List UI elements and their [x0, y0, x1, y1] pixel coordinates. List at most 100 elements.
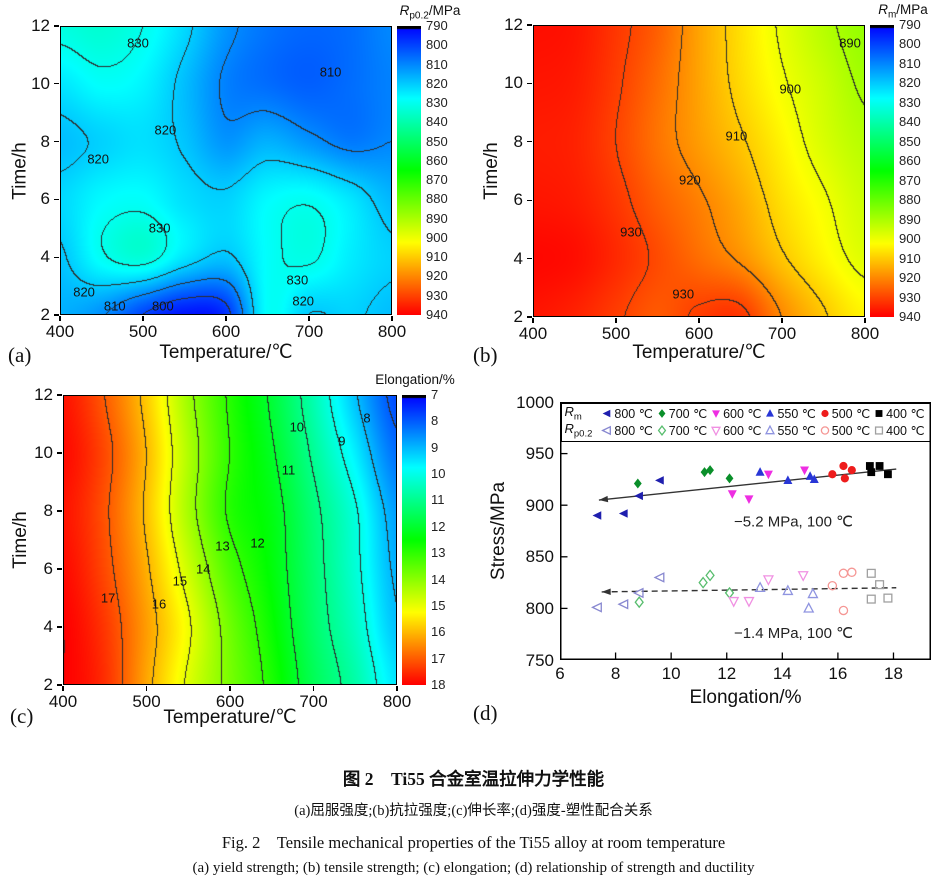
marker-tri-up [782, 584, 794, 596]
marker-square [866, 568, 876, 578]
marker-tri-up [783, 475, 793, 485]
marker-tri-down [744, 495, 754, 505]
trend-arrowhead [601, 588, 611, 595]
legend-marker-tri-down [711, 426, 722, 437]
marker-tri-down [743, 596, 755, 608]
x-tick [145, 686, 148, 691]
contour-label: 14 [196, 561, 211, 577]
x-tick [59, 316, 61, 321]
marker-square [875, 462, 884, 470]
legend-marker-square [875, 409, 883, 417]
legend-marker-tri-up [765, 424, 776, 435]
colorbar-tick-label: 8 [431, 413, 439, 429]
x-tick-label: 18 [884, 664, 903, 683]
x-tick-label: 16 [828, 664, 848, 683]
y-axis-title-b: Time/h [481, 142, 502, 200]
legend-item: 600 ℃ [709, 406, 763, 421]
x-tick-label: 700 [294, 322, 324, 341]
marker-diamond [658, 408, 666, 418]
y-tick-label: 12 [34, 385, 53, 404]
x-tick [229, 686, 231, 691]
marker-tri-up [765, 424, 776, 435]
marker-tri-left [592, 511, 602, 520]
y-tick-label: 4 [40, 247, 50, 267]
y-tick [57, 568, 62, 570]
y-tick-label: 900 [525, 495, 554, 515]
colorbar-tick-label: 860 [899, 153, 921, 169]
marker-diamond [700, 467, 709, 478]
x-tick-label: 800 [382, 692, 412, 711]
caption-zh-subtitle: (a)屈服强度;(b)抗拉强度;(c)伸长率;(d)强度-塑性配合关系 [294, 803, 653, 819]
marker-diamond [706, 465, 714, 476]
marker-square [865, 462, 874, 470]
marker-circle [840, 474, 849, 483]
y-tick [54, 140, 59, 143]
colorbar-tick-label: 850 [899, 133, 921, 149]
x-tick-label: 400 [48, 692, 78, 711]
x-tick-label: 8 [610, 664, 621, 683]
y-tick-label: 950 [525, 444, 554, 464]
contour-label: 820 [292, 293, 315, 309]
legend-item: 500 ℃ [818, 406, 872, 421]
marker-circle [821, 409, 829, 417]
colorbar-tick-label: 900 [426, 229, 448, 245]
marker-circle [828, 470, 837, 479]
y-axis-title-a: Time/h [9, 142, 31, 200]
marker-tri-left [617, 598, 629, 610]
marker-tri-down [763, 470, 773, 480]
trend-line-2 [601, 587, 897, 593]
marker-tri-up [809, 474, 819, 483]
contour-label: 830 [286, 272, 309, 288]
legend-item: 800 ℃ [600, 423, 654, 438]
trend-arrowhead [598, 495, 609, 503]
marker-diamond [725, 473, 734, 484]
contour-label: 820 [154, 122, 177, 138]
contour-label: 920 [679, 172, 701, 188]
colorbar-tick-label: 17 [431, 650, 446, 666]
colorbar-tick-label: 890 [426, 210, 448, 226]
y-tick [54, 314, 59, 316]
panel-label-b: (b) [473, 343, 498, 367]
marker-tri-left [591, 602, 602, 613]
contour-plot-b [533, 25, 865, 317]
panel-label-c: (c) [10, 704, 34, 728]
marker-square [883, 593, 893, 603]
colorbar-tick-label: 820 [426, 75, 448, 91]
y-tick [57, 394, 62, 396]
x-tick [864, 318, 866, 323]
y-axis-title-c: Time/h [10, 511, 31, 569]
marker-tri-left [655, 476, 664, 485]
legend-item: 500 ℃ [818, 423, 872, 438]
x-tick [62, 686, 64, 691]
y-tick [54, 256, 59, 258]
y-tick [527, 199, 532, 201]
y-tick [54, 83, 59, 85]
marker-diamond [633, 478, 642, 489]
contour-label: 17 [100, 590, 116, 606]
marker-tri-down [728, 596, 740, 608]
legend-item-label: 550 ℃ [777, 406, 816, 421]
marker-square [875, 426, 884, 435]
marker-circle [847, 567, 857, 578]
colorbar-tick-label: 910 [426, 249, 448, 265]
colorbar-tick-label: 12 [431, 518, 446, 534]
y-tick-label: 10 [34, 443, 53, 462]
y-tick [527, 141, 532, 143]
marker-diamond [698, 576, 708, 589]
x-tick [396, 686, 398, 691]
contour-label: 11 [281, 462, 296, 478]
marker-tri-down [727, 490, 737, 499]
contour-label: 820 [87, 151, 110, 167]
legend-marker-tri-left [601, 425, 612, 436]
marker-tri-up [766, 408, 775, 417]
marker-tri-up [755, 467, 765, 476]
y-tick [54, 198, 59, 201]
contour-label: 930 [620, 224, 642, 240]
colorbar-tick-label: 18 [431, 677, 446, 692]
colorbar-tick-label: 810 [426, 56, 448, 72]
legend-marker-square [875, 426, 884, 435]
legend-marker-tri-left [603, 409, 611, 418]
y-tick-label: 6 [43, 559, 53, 578]
colorbar-tick-label: 900 [899, 231, 921, 247]
legend-item: 600 ℃ [709, 423, 763, 438]
